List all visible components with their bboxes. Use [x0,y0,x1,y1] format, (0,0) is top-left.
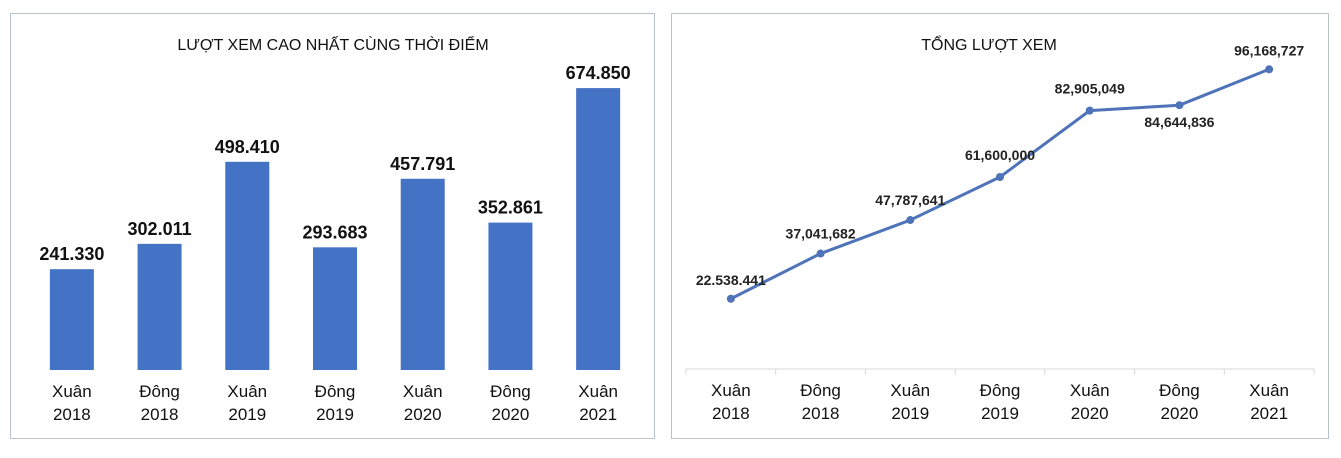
point-value-label: 22.538.441 [696,272,766,288]
bar-value-label: 498.410 [215,137,280,157]
x-tick-label-season: Đông [490,382,531,401]
point-value-label: 37,041,682 [786,226,856,242]
point-value-label: 82,905,049 [1055,81,1125,97]
bar-chart-title: LƯỢT XEM CAO NHẤT CÙNG THỜI ĐIỂM [177,35,488,54]
x-tick-label-year: 2021 [579,405,617,424]
x-tick-label-year: 2020 [492,405,530,424]
point-value-label: 84,644,836 [1144,114,1214,130]
bar [400,178,445,370]
peak-views-chart-panel: LƯỢT XEM CAO NHẤT CÙNG THỜI ĐIỂM 241.330… [10,13,655,439]
x-tick-label-year: 2018 [141,405,179,424]
x-tick-label-season: Xuân [1070,381,1110,400]
data-point [1265,65,1274,74]
x-tick-label-season: Xuân [52,382,92,401]
bar [225,161,270,370]
total-views-chart-panel: TỔNG LƯỢT XEM 22.538.441 Xuân 2018 37,041,6… [671,13,1329,439]
x-tick-label-season: Xuân [1249,381,1289,400]
x-tick-label-year: 2019 [316,405,354,424]
x-tick-label-year: 2019 [981,404,1019,423]
point-value-label: 47,787,641 [875,192,945,208]
x-tick-label-year: 2021 [1250,404,1288,423]
x-tick-label-season: Xuân [227,382,267,401]
x-tick-label-year: 2020 [1161,404,1199,423]
bar-value-label: 674.850 [566,63,631,83]
series-line [729,67,1271,301]
data-point [816,249,825,258]
data-point [726,294,735,303]
x-tick-label-season: Đông [315,382,356,401]
point-value-label: 61,600,000 [965,147,1035,163]
data-point [1175,101,1184,110]
bar-value-label: 302.011 [128,219,192,239]
x-tick-label-season: Xuân [711,381,751,400]
total-views-line-chart: TỔNG LƯỢT XEM 22.538.441 Xuân 2018 37,041,6… [685,35,1315,423]
bar-value-label: 352.861 [478,198,543,218]
x-tick-label-season: Xuân [890,381,930,400]
x-tick-label-year: 2018 [53,405,91,424]
data-point [906,216,915,225]
x-tick-label-season: Đông [800,381,841,400]
bar [137,243,182,370]
x-tick-label-year: 2020 [1071,404,1109,423]
line-chart-title: TỔNG LƯỢT XEM [921,35,1057,54]
x-tick-label-year: 2018 [802,404,840,423]
bar-value-label: 241.330 [39,244,104,264]
x-tick-label-season: Đông [980,381,1021,400]
x-tick-label-season: Xuân [578,382,618,401]
point-value-label: 96,168,727 [1234,42,1304,58]
bar [313,247,357,370]
bar-value-label: 293.683 [302,222,367,242]
x-tick-label-season: Xuân [403,382,443,401]
peak-views-bar-chart: LƯỢT XEM CAO NHẤT CÙNG THỜI ĐIỂM 241.330… [39,35,631,424]
bar [488,222,533,370]
x-tick-label-year: 2020 [404,405,442,424]
data-point [996,173,1004,182]
bar-value-label: 457.791 [390,154,455,174]
x-tick-label-year: 2019 [228,405,266,424]
x-tick-label-season: Đông [139,382,180,401]
bar [49,269,94,370]
x-tick-label-year: 2019 [891,404,929,423]
x-tick-label-year: 2018 [712,404,750,423]
bar [576,88,621,370]
data-point [1085,106,1094,115]
x-tick-label-season: Đông [1159,381,1200,400]
